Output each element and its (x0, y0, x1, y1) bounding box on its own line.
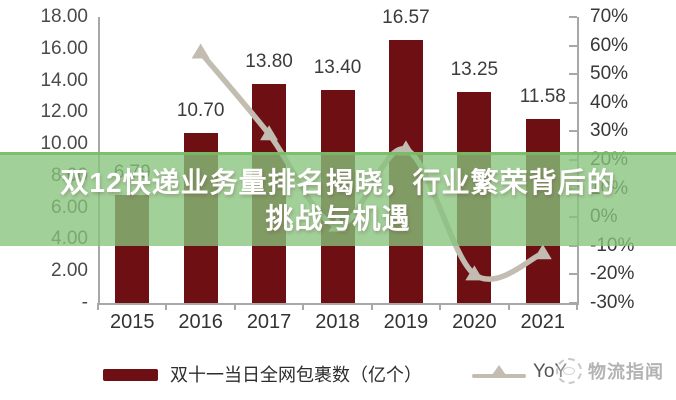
yoy-marker (465, 265, 484, 281)
x-axis-tick (439, 303, 442, 310)
legend-triangle-marker-icon (490, 365, 508, 378)
y-axis-right-label: -30% (590, 292, 635, 313)
x-axis-tick (302, 303, 305, 310)
x-axis-label-2016: 2016 (178, 311, 223, 333)
y-axis-right-label: 60% (590, 34, 629, 56)
x-axis-tick (97, 303, 99, 310)
x-axis-label-2015: 2015 (109, 311, 155, 333)
y-axis-right-label: -20% (590, 263, 635, 285)
y-axis-right-label: 40% (590, 91, 629, 113)
bar-value-label: 10.70 (176, 99, 225, 121)
y-axis-left-label: 14.00 (40, 69, 88, 91)
yoy-marker (191, 43, 210, 59)
y-axis-left-label: 12.00 (40, 101, 88, 123)
legend-bar-label: 双十一当日全网包裹数（亿个） (170, 365, 422, 385)
bar-value-label: 13.25 (450, 59, 499, 81)
y-axis-right-tick (569, 44, 577, 47)
y-axis-right-label: 70% (590, 6, 629, 27)
headline-line-1: 双12快递业务量排名揭晓，行业繁荣背后的 (60, 166, 616, 198)
watermark: 物流指闻 (556, 358, 664, 384)
x-axis-tick (233, 303, 236, 310)
legend-bar-swatch (103, 369, 158, 381)
bar-value-label: 13.80 (245, 50, 293, 72)
watermark-label: 物流指闻 (588, 362, 664, 382)
bar-value-label: 13.40 (313, 57, 362, 79)
y-axis-right-label: 50% (590, 63, 629, 85)
x-axis-line (98, 303, 579, 305)
yoy-marker (533, 244, 552, 260)
watermark-logo-icon (556, 358, 582, 384)
x-axis-label-2019: 2019 (383, 311, 429, 333)
y-axis-left-label: 2.00 (51, 260, 88, 282)
x-axis-label-2018: 2018 (315, 311, 360, 333)
y-axis-right-label: 30% (590, 120, 629, 142)
y-axis-right-tick (569, 273, 577, 276)
y-axis-right-tick (569, 130, 577, 133)
x-axis-label-2021: 2021 (520, 311, 566, 333)
y-axis-right-tick (569, 101, 577, 104)
headline-banner: 双12快递业务量排名揭晓，行业繁荣背后的 挑战与机遇 (0, 152, 676, 246)
yoy-marker (260, 125, 279, 141)
y-axis-left-label: - (81, 292, 88, 313)
y-axis-right-tick (569, 302, 577, 304)
x-axis-label-2020: 2020 (452, 311, 497, 333)
y-axis-left-label: 10.00 (40, 133, 88, 155)
y-axis-left-label: 18.00 (40, 6, 88, 27)
yoy-marker (396, 140, 415, 156)
y-axis-left-label: 16.00 (40, 37, 88, 59)
x-axis-tick (370, 303, 373, 310)
x-axis-tick (507, 303, 510, 310)
y-axis-right-tick (569, 16, 577, 18)
x-axis-tick (576, 303, 578, 310)
bar-value-label: 11.58 (519, 86, 566, 107)
x-axis-label-2017: 2017 (246, 311, 292, 333)
headline-line-2: 挑战与机遇 (265, 202, 411, 234)
y-axis-right-tick (569, 73, 577, 76)
x-axis-tick (165, 303, 168, 310)
bar-value-label: 16.57 (382, 6, 430, 28)
